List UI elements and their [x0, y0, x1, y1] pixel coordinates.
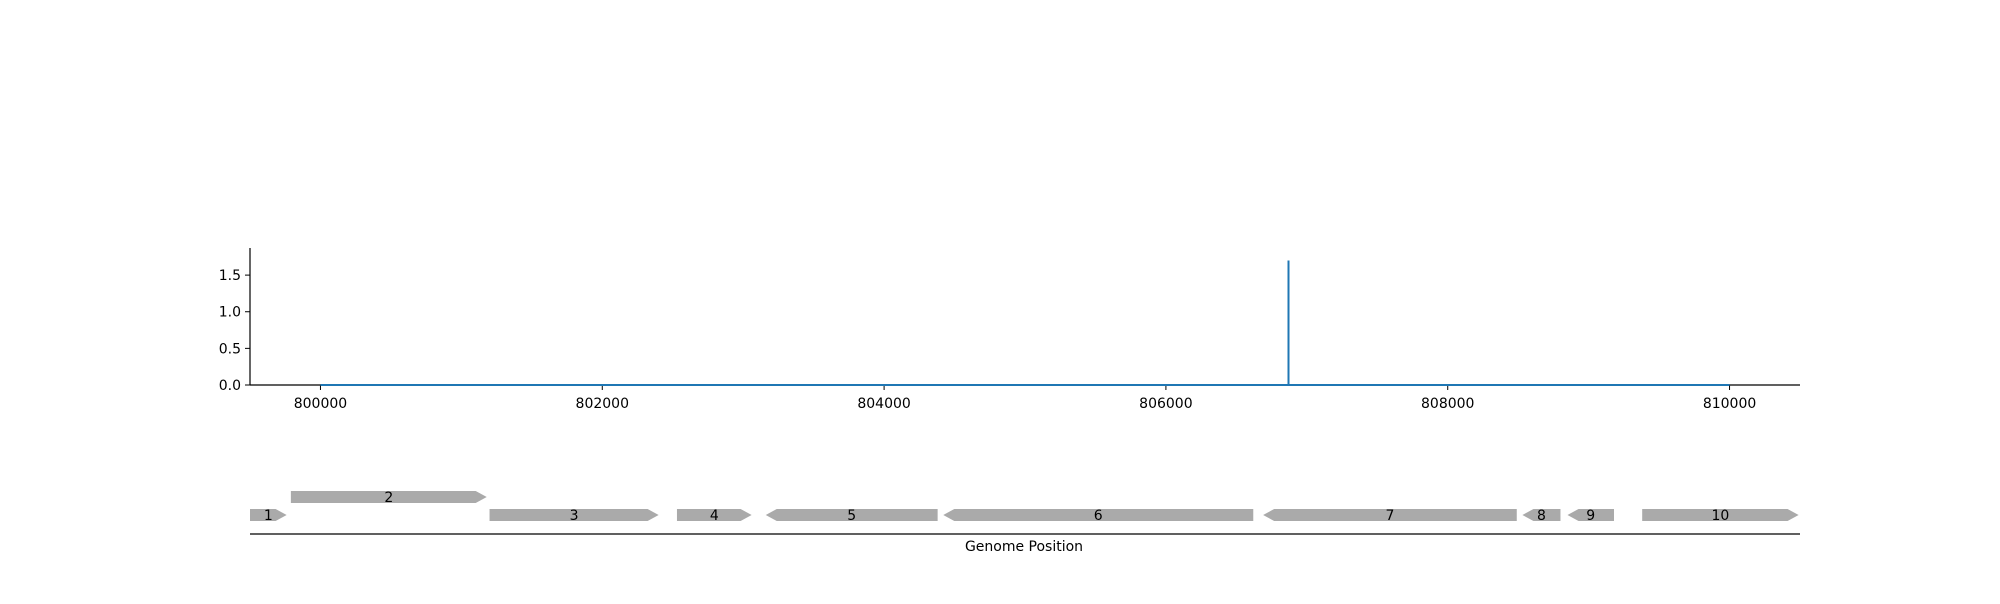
y-tick-label: 1.0 [219, 305, 241, 321]
gene-label-5: 5 [847, 508, 856, 524]
x-tick-label: 810000 [1703, 396, 1756, 412]
x-axis-title: Genome Position [965, 539, 1083, 555]
gene-arrow-2 [290, 491, 487, 503]
gene-label-8: 8 [1537, 508, 1546, 524]
gene-label-2: 2 [384, 490, 393, 506]
y-tick-label: 1.5 [219, 268, 241, 284]
gene-arrow-6 [943, 509, 1254, 521]
y-tick-label: 0.5 [219, 341, 241, 357]
gene-arrow-4 [676, 509, 752, 521]
gene-label-9: 9 [1586, 508, 1595, 524]
x-tick-label: 802000 [576, 396, 629, 412]
gene-label-7: 7 [1385, 508, 1394, 524]
gene-label-6: 6 [1094, 508, 1103, 524]
gene-label-3: 3 [570, 508, 579, 524]
gene-arrow-5 [765, 509, 938, 521]
gene-arrow-8 [1522, 509, 1561, 521]
gene-arrow-7 [1263, 509, 1517, 521]
x-tick-label: 800000 [294, 396, 347, 412]
gene-label-4: 4 [710, 508, 719, 524]
coverage-plot: 0.0 0.5 1.0 1.5 800000 802000 804000 806000 8080… [219, 248, 1800, 412]
gene-arrow-3 [489, 509, 659, 521]
gene-label-10: 10 [1711, 508, 1729, 524]
gene-arrow-10 [1642, 509, 1799, 521]
coverage-line [320, 260, 1730, 386]
x-tick-label: 806000 [1139, 396, 1192, 412]
x-tick-label: 804000 [857, 396, 910, 412]
gene-label-1: 1 [264, 508, 273, 524]
gene-arrow-1 [250, 509, 287, 521]
gene-arrow-9 [1567, 509, 1614, 521]
y-tick-label: 0.0 [219, 378, 241, 394]
gene-track: 1 2 3 4 5 6 7 8 9 10 Genome Position [250, 490, 1800, 555]
x-tick-label: 808000 [1421, 396, 1474, 412]
